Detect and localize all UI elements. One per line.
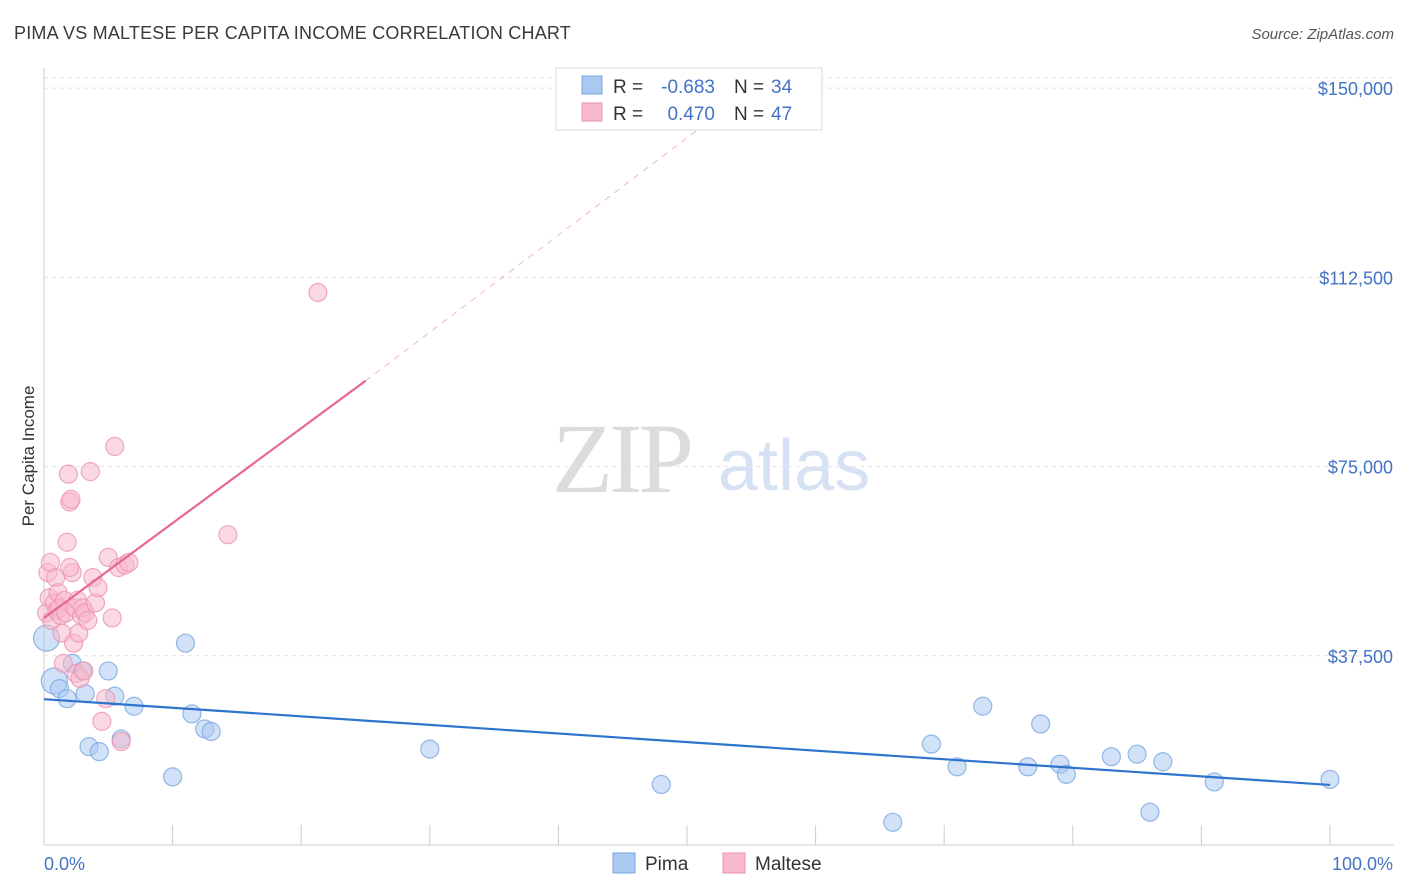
y-axis-label: Per Capita Income xyxy=(19,386,38,527)
point-maltese xyxy=(308,282,328,303)
bottom-legend-swatch-maltese xyxy=(722,852,746,874)
y-tick-label: $37,500 xyxy=(1328,647,1393,667)
legend-n-value-pima: 34 xyxy=(771,77,793,98)
point-pima xyxy=(947,757,967,777)
point-pima xyxy=(57,689,77,709)
bottom-legend-label-maltese: Maltese xyxy=(755,854,822,875)
point-pima xyxy=(182,704,202,724)
point-pima xyxy=(1140,802,1160,822)
point-pima xyxy=(1056,764,1076,784)
legend-swatch-pima xyxy=(581,75,603,95)
legend-n-label-pima: N = xyxy=(734,77,764,98)
regression-extension-maltese xyxy=(365,118,714,382)
point-pima xyxy=(420,739,440,759)
point-pima xyxy=(1127,744,1147,764)
y-tick-label: $75,000 xyxy=(1328,458,1393,478)
regression-lines xyxy=(43,118,1331,787)
point-maltese xyxy=(105,436,125,457)
point-maltese xyxy=(74,661,94,681)
chart-title: PIMA VS MALTESE PER CAPITA INCOME CORREL… xyxy=(14,23,571,43)
x-tick-labels: 0.0% 100.0% xyxy=(44,854,1393,874)
bottom-legend-label-pima: Pima xyxy=(645,854,689,875)
legend-r-value-maltese: 0.470 xyxy=(667,104,715,125)
point-pima xyxy=(1153,752,1173,772)
watermark-atlas: atlas xyxy=(718,426,870,506)
regression-line-maltese xyxy=(43,379,367,619)
point-maltese xyxy=(53,653,73,673)
point-pima xyxy=(1018,757,1038,777)
point-pima xyxy=(921,734,941,754)
point-maltese xyxy=(88,578,108,598)
point-maltese xyxy=(78,610,98,631)
point-maltese xyxy=(92,711,112,731)
point-maltese xyxy=(80,462,100,482)
axes xyxy=(43,68,1394,846)
point-maltese xyxy=(96,689,116,709)
point-maltese xyxy=(102,608,122,628)
legend-r-value-pima: -0.683 xyxy=(661,77,715,98)
chart-source: Source: ZipAtlas.com xyxy=(1251,26,1394,43)
point-pima xyxy=(1031,714,1051,734)
x-tick-label-start: 0.0% xyxy=(44,854,85,874)
point-maltese xyxy=(58,464,79,484)
point-pima xyxy=(1101,747,1121,767)
data-points xyxy=(32,282,1340,832)
point-maltese xyxy=(57,532,77,552)
y-tick-label: $112,500 xyxy=(1319,268,1393,288)
correlation-legend: R = -0.683 N = 34 R = 0.470 N = 47 xyxy=(555,67,823,131)
point-pima xyxy=(1320,769,1340,790)
point-pima xyxy=(98,661,118,681)
x-tick-label-end: 100.0% xyxy=(1332,854,1393,874)
series-legend: Pima Maltese xyxy=(612,852,822,875)
y-tick-labels: $37,500 $75,000 $112,500 $150,000 xyxy=(1318,79,1393,667)
point-pima xyxy=(651,774,671,795)
watermark: ZIP atlas xyxy=(552,403,870,514)
legend-r-label-pima: R = xyxy=(613,77,643,98)
point-maltese xyxy=(61,489,81,509)
watermark-zip: ZIP xyxy=(552,403,690,514)
legend-n-label-maltese: N = xyxy=(734,104,764,125)
point-maltese xyxy=(111,731,131,752)
point-pima xyxy=(175,633,196,653)
point-pima xyxy=(1204,772,1224,792)
point-maltese xyxy=(60,557,80,578)
point-pima xyxy=(973,696,993,716)
legend-r-label-maltese: R = xyxy=(613,104,643,125)
bottom-legend-swatch-pima xyxy=(612,852,636,874)
point-pima xyxy=(201,721,221,742)
grid xyxy=(44,77,1394,657)
y-tick-label: $150,000 xyxy=(1318,79,1393,99)
regression-line-pima xyxy=(43,698,1331,787)
legend-swatch-maltese xyxy=(581,102,603,122)
legend-n-value-maltese: 47 xyxy=(771,104,792,125)
point-pima xyxy=(89,742,109,762)
point-maltese xyxy=(218,525,238,545)
point-pima xyxy=(883,812,903,832)
point-pima xyxy=(163,767,183,787)
